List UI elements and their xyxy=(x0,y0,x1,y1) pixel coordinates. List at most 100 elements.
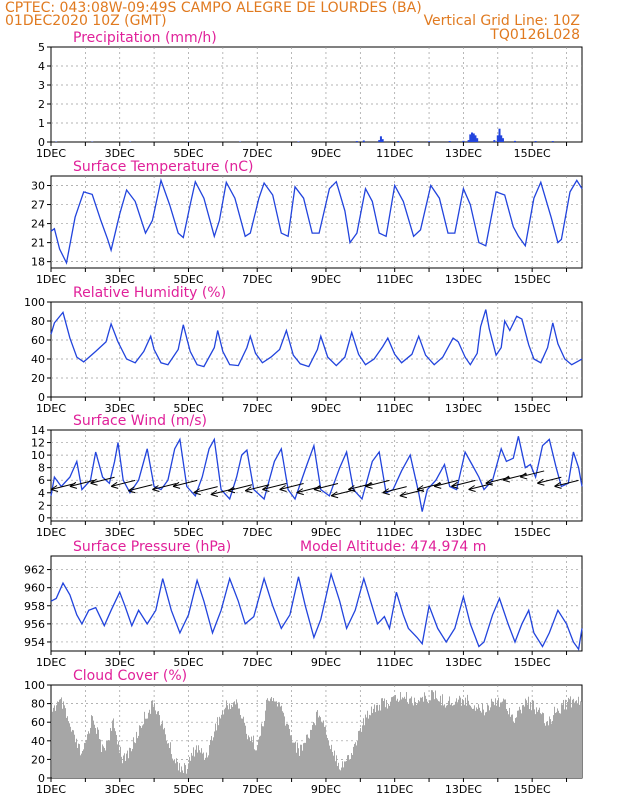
x-tick-label: 7DEC xyxy=(242,526,272,539)
cloud-bar xyxy=(521,713,522,778)
cloud-bar xyxy=(308,737,309,778)
cloud-bar xyxy=(478,704,479,778)
wind-arrow-head xyxy=(537,478,545,486)
cloud-bar xyxy=(460,697,461,778)
wind-arrow xyxy=(313,482,339,492)
cloud-bar xyxy=(441,705,442,778)
precip-bar xyxy=(474,135,477,142)
cloud-bar xyxy=(184,763,185,778)
cloud-bar xyxy=(338,762,339,778)
cloud-bar xyxy=(358,731,359,778)
y-tick-label: 4 xyxy=(38,60,45,73)
x-tick-label: 7DEC xyxy=(242,147,272,160)
cloud-bar xyxy=(208,755,209,778)
wind-arrow-head xyxy=(502,475,511,483)
cloud-bar xyxy=(297,742,298,778)
cloud-bar xyxy=(342,761,343,778)
cloud-bar xyxy=(233,702,234,778)
cloud-bar xyxy=(167,743,168,778)
series-line xyxy=(50,178,583,265)
cloud-bar xyxy=(466,705,467,778)
cloud-bar xyxy=(67,716,68,778)
cloud-bar xyxy=(148,712,149,778)
wind-arrow-shaft xyxy=(245,484,270,492)
cloud-bar xyxy=(158,711,159,778)
cloud-bar xyxy=(488,705,489,778)
cloud-bar xyxy=(94,724,95,778)
cloud-bar xyxy=(189,756,190,778)
cloud-bar xyxy=(439,701,440,778)
cloud-bar xyxy=(445,707,446,778)
y-tick-label: 14 xyxy=(31,424,45,437)
cloud-bar xyxy=(110,728,111,778)
cloud-bar xyxy=(255,750,256,778)
cloud-bar xyxy=(407,702,408,778)
wind-arrow-shaft xyxy=(193,486,218,494)
x-tick-label: 13DEC xyxy=(445,526,482,539)
cloud-bar xyxy=(345,761,346,778)
cloud-bar xyxy=(340,770,341,778)
x-tick-label: 9DEC xyxy=(311,656,341,669)
cloud-bar xyxy=(524,706,525,778)
cloud-bar xyxy=(102,744,103,778)
model-altitude: Model Altitude: 474.974 m xyxy=(300,539,486,555)
cloud-bar xyxy=(356,745,357,778)
x-tick-label: 15DEC xyxy=(514,402,551,415)
cloud-bar xyxy=(536,707,537,778)
cloud-bar xyxy=(425,695,426,778)
cloud-bar xyxy=(220,718,221,778)
x-tick-label: 1DEC xyxy=(36,147,66,160)
wind-arrow-shaft xyxy=(111,479,136,487)
cloud-bar xyxy=(470,705,471,778)
cloud-bar xyxy=(574,702,575,778)
cloud-bar xyxy=(507,710,508,778)
cloud-bar xyxy=(454,704,455,778)
cloud-bar xyxy=(383,701,384,778)
cloud-bar xyxy=(77,747,78,778)
y-tick-label: 20 xyxy=(31,753,45,766)
cloud-bar xyxy=(127,750,128,778)
cloud-bar xyxy=(382,698,383,778)
precip-bar xyxy=(397,141,400,142)
x-tick-label: 3DEC xyxy=(105,526,135,539)
cloud-bar xyxy=(546,721,547,778)
cloud-bar xyxy=(459,695,460,778)
cloud-bar xyxy=(462,699,463,778)
panel-title: Surface Temperature (nC) xyxy=(73,159,254,175)
cloud-bar xyxy=(479,707,480,778)
wind-arrow-shaft xyxy=(172,479,198,487)
cloud-bar xyxy=(151,700,152,778)
cloud-bar xyxy=(207,757,208,778)
panel-frame xyxy=(50,555,583,652)
cloud-bar xyxy=(562,704,563,778)
cloud-bar xyxy=(513,721,514,778)
cloud-bar xyxy=(367,710,368,778)
cloud-bar xyxy=(228,709,229,778)
cloud-bar xyxy=(146,718,147,778)
cloud-bar xyxy=(410,698,411,778)
cloud-bar xyxy=(222,710,223,778)
cloud-bar xyxy=(125,760,126,778)
cloud-bar xyxy=(101,751,102,778)
cloud-bar xyxy=(400,692,401,778)
cloud-bar xyxy=(251,736,252,778)
x-tick-label: 13DEC xyxy=(445,273,482,286)
header-grid-line-note: Vertical Grid Line: 10Z xyxy=(423,13,580,29)
cloud-bar xyxy=(517,710,518,778)
cloud-bar xyxy=(502,701,503,778)
cloud-bar xyxy=(240,715,241,778)
cloud-bar xyxy=(451,702,452,778)
cloud-bar xyxy=(235,704,236,778)
cloud-bar xyxy=(474,705,475,778)
wind-arrow xyxy=(210,488,235,497)
panel-title: Surface Wind (m/s) xyxy=(73,413,207,429)
panel-frame xyxy=(50,429,583,522)
cloud-bar xyxy=(336,755,337,778)
cloud-bar xyxy=(526,700,527,778)
cloud-bar xyxy=(365,714,366,778)
cloud-bar xyxy=(155,710,156,778)
cloud-bar xyxy=(496,705,497,778)
cloud-bar xyxy=(579,704,580,778)
cloud-bar xyxy=(520,709,521,778)
precip-bar xyxy=(471,132,474,142)
